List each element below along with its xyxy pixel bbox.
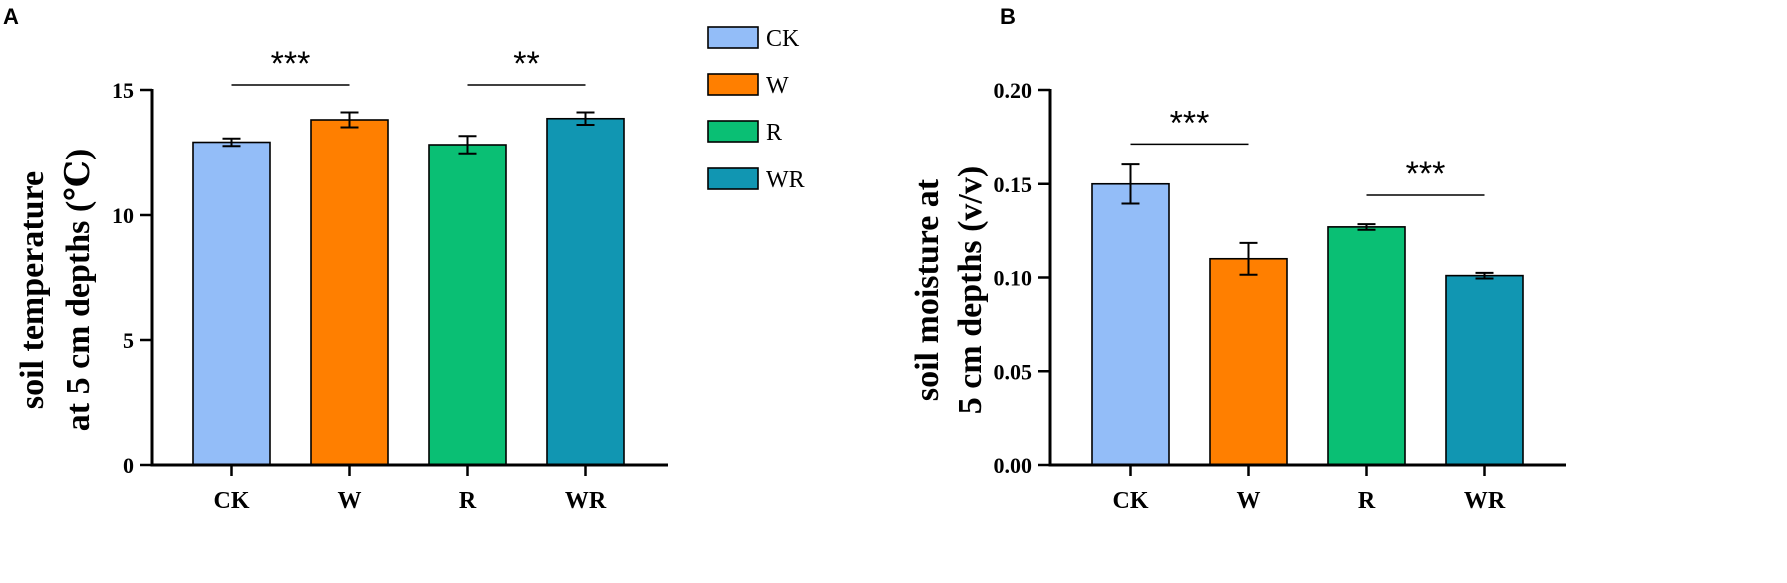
panel-a-error-bar-w: [340, 111, 359, 129]
legend-item-w: W: [707, 73, 789, 99]
panel-a-error-bar-r: [458, 135, 477, 155]
legend-item-wr: WR: [707, 167, 805, 193]
panel-b-error-bar-w: [1239, 241, 1258, 276]
legend-item-r: R: [707, 120, 782, 146]
panel-b-error-bar-ck: [1121, 163, 1140, 205]
legend-swatch-wr: [707, 167, 759, 190]
panel-a-x-tick-label-r: R: [459, 488, 477, 514]
panel-b-significance-r-wr: ***: [1366, 155, 1485, 196]
panel-a-x-tick-label-w: W: [338, 488, 362, 514]
legend-swatch-r: [707, 120, 759, 143]
panel-a-y-tick-label: 0: [123, 453, 134, 478]
legend-label-wr: WR: [766, 167, 805, 193]
panel-b-y-tick-label: 0.20: [994, 78, 1033, 103]
panel-a-y-tick-label: 15: [112, 78, 134, 103]
legend-swatch-w: [707, 73, 759, 96]
panel-b-letter: B: [1000, 4, 1016, 29]
panel-b-significance-label: ***: [1170, 104, 1210, 142]
panel-b-y-tick-label: 0.10: [994, 266, 1033, 291]
legend-label-ck: CK: [766, 26, 800, 52]
panel-a-y-tick-label: 10: [112, 203, 134, 228]
panel-a-x-tick-label-wr: WR: [565, 488, 607, 514]
panel-b-x-tick-label-wr: WR: [1464, 488, 1506, 514]
panel-b-error-bar-r: [1357, 223, 1376, 231]
legend: CK WR WR: [707, 26, 805, 193]
panel-a-bar-ck: [192, 141, 271, 466]
panel-b-x-tick-label-r: R: [1358, 488, 1376, 514]
panel-a-x-tick-label-ck: CK: [214, 488, 250, 514]
legend-label-w: W: [766, 73, 789, 99]
panel-a-y-tick-label: 5: [123, 328, 134, 353]
panel-b-bar-wr: [1445, 274, 1524, 466]
panel-b-bar-ck: [1091, 182, 1170, 466]
panel-a-ylabel-line2: at 5 cm depths (℃): [60, 149, 97, 432]
panel-a-significance-label: ***: [271, 45, 311, 83]
panel-b-x-tick-label-ck: CK: [1113, 488, 1149, 514]
panel-b-bar-r: [1327, 226, 1406, 466]
panel-b-significance-ck-w: ***: [1130, 104, 1249, 146]
panel-a-temperature-chart: A soil temperature at 5 cm depths (℃) CK…: [3, 4, 668, 514]
panel-a-bar-r: [428, 144, 507, 466]
panel-b-y-tick-label: 0.15: [994, 172, 1033, 197]
panel-b-plot-area: CK W R WR0.000.050.100.150.20******: [994, 78, 1566, 514]
panel-a-error-bar-wr: [576, 111, 595, 126]
panel-b-y-tick-label: 0.05: [994, 359, 1033, 384]
panel-b-bar-w: [1209, 257, 1288, 466]
panel-a-significance-r-wr: **: [467, 45, 586, 86]
legend-swatch-ck: [707, 26, 759, 49]
panel-b-x-tick-label-w: W: [1237, 488, 1261, 514]
panel-b-y-tick-label: 0.00: [994, 453, 1033, 478]
panel-a-significance-label: **: [513, 45, 539, 83]
legend-item-ck: CK: [707, 26, 800, 52]
panel-b-ylabel-line1: soil moisture at: [909, 178, 946, 401]
panel-a-ylabel-line1: soil temperature: [14, 171, 51, 409]
panel-a-error-bar-ck: [222, 137, 241, 148]
panel-b-moisture-chart: B soil moisture at 5 cm depths (v/v) CK W…: [909, 4, 1566, 514]
panel-a-bar-w: [310, 119, 389, 466]
panel-b-error-bar-wr: [1475, 271, 1494, 280]
legend-label-r: R: [766, 120, 782, 146]
panel-b-ylabel-line2: 5 cm depths (v/v): [952, 166, 989, 414]
panel-b-significance-label: ***: [1406, 155, 1446, 193]
panel-a-significance-ck-w: ***: [231, 45, 350, 86]
panel-a-letter: A: [3, 4, 19, 29]
panel-a-bar-wr: [546, 117, 625, 466]
